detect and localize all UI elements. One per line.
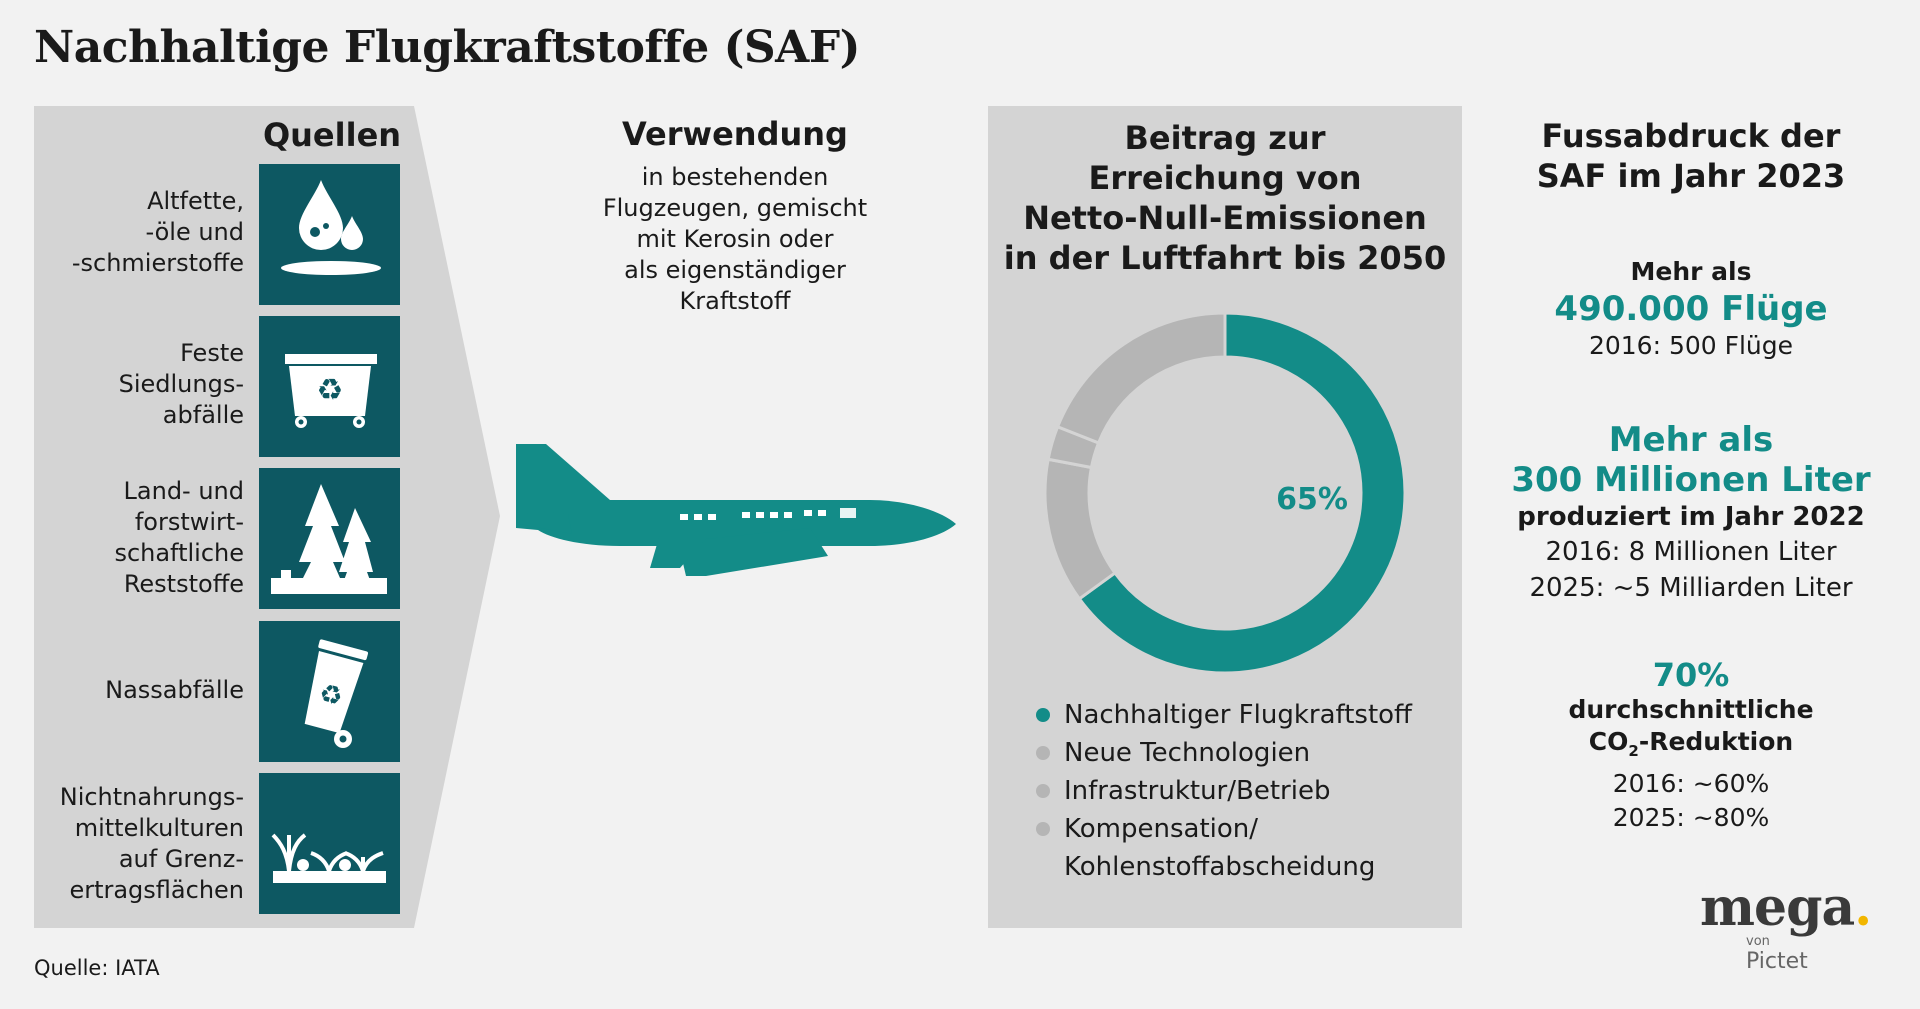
- net-zero-donut-chart: 65%: [1043, 311, 1407, 675]
- oil-drops-icon: [259, 164, 400, 305]
- legend-dot-teal: [1036, 708, 1050, 722]
- donut-slice-3: [1055, 311, 1227, 445]
- source-label-forestry: Land- und forstwirt-schaftliche Reststoffe: [114, 477, 244, 598]
- flights-stat: Mehr als 490.000 Flüge 2016: 500 Flüge: [1554, 257, 1828, 360]
- mega-pictet-logo: mega. von Pictet: [1700, 877, 1872, 974]
- sources-heading: Quellen: [262, 116, 402, 154]
- legend-dot-grey: [1036, 784, 1050, 798]
- usage-heading: Verwendung: [622, 115, 848, 153]
- page-title: Nachhaltige Flugkraftstoffe (SAF): [34, 22, 860, 73]
- svg-text:♻: ♻: [317, 373, 344, 408]
- donut-center-label: 65%: [1276, 482, 1348, 517]
- usage-description: in bestehenden Flugzeugen, gemischt mit Ke…: [602, 163, 868, 315]
- co2-stat: 70% durchschnittliche CO2-Reduktion 2016…: [1568, 656, 1814, 832]
- source-label-wet-waste: Nassabfälle: [105, 676, 244, 704]
- chart-legend: Nachhaltiger Flugkraftstoff Neue Technol…: [1036, 696, 1456, 886]
- legend-item-infrastructure: Infrastruktur/Betrieb: [1036, 772, 1456, 810]
- contribution-heading: Beitrag zur Erreichung von Netto-Null-Emis…: [1003, 119, 1447, 277]
- legend-dot-grey: [1036, 746, 1050, 760]
- source-note: Quelle: IATA: [34, 956, 160, 980]
- recycling-bin-icon: ♻: [259, 621, 400, 762]
- donut-slice-0: [1077, 311, 1407, 675]
- crops-icon: [259, 773, 400, 914]
- recycling-container-icon: ♻: [259, 316, 400, 457]
- legend-item-compensation: Kompensation/Kohlenstoffabscheidung: [1036, 810, 1456, 886]
- footprint-heading: Fussabdruck der SAF im Jahr 2023: [1536, 117, 1846, 195]
- legend-item-saf: Nachhaltiger Flugkraftstoff: [1036, 696, 1456, 734]
- forest-icon: [259, 468, 400, 609]
- source-label-solid-waste: Feste Siedlungs-abfälle: [118, 339, 244, 429]
- source-label-oils: Altfette, -öle und -schmierstoffe: [71, 187, 244, 277]
- donut-slice-1: [1043, 457, 1118, 601]
- legend-item-new-tech: Neue Technologien: [1036, 734, 1456, 772]
- airplane-icon: [516, 444, 956, 576]
- legend-dot-grey: [1036, 822, 1050, 836]
- liters-stat: Mehr als 300 Millionen Liter produziert …: [1511, 420, 1871, 603]
- source-label-marginal-crops: Nichtnahrungs-mittelkulturen auf Grenz-er…: [59, 783, 244, 904]
